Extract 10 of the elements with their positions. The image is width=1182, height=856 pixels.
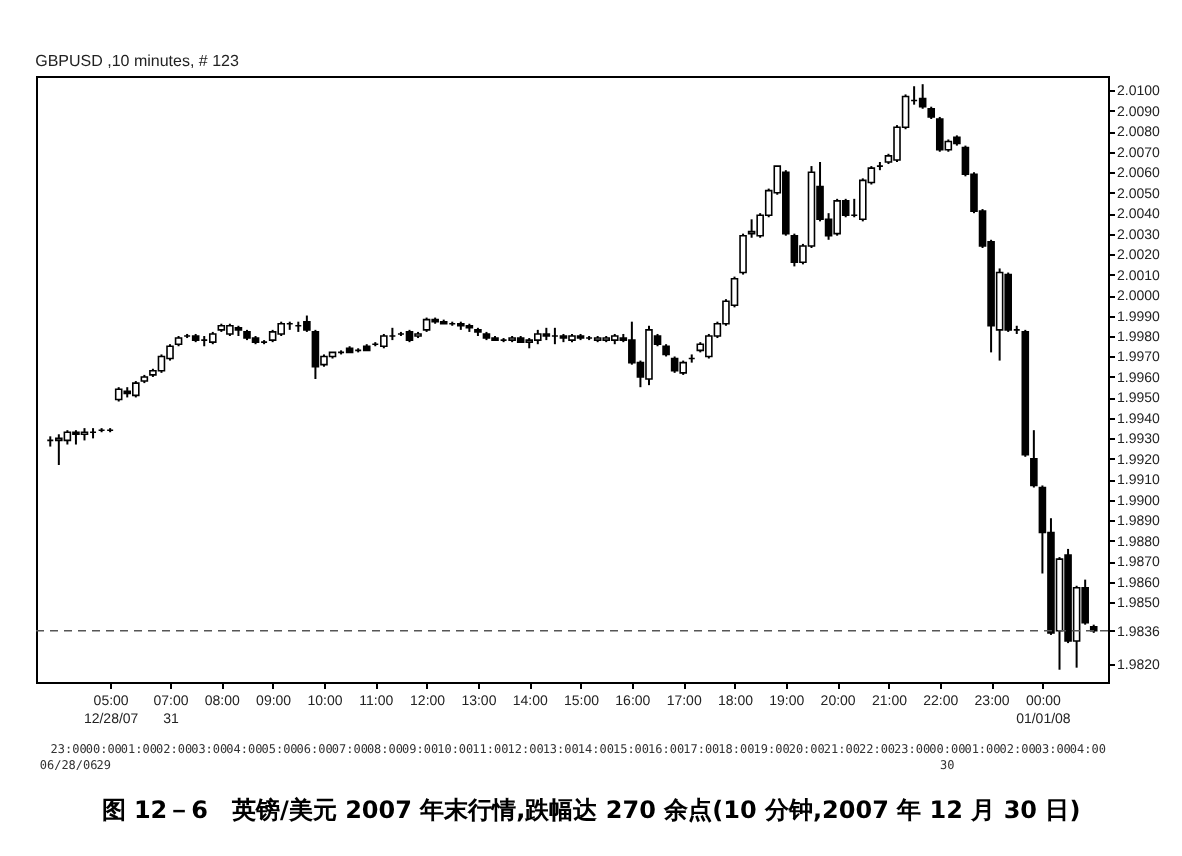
candlestick bbox=[833, 197, 841, 237]
candlestick bbox=[935, 115, 944, 153]
chart-title: GBPUSD ,10 minutes, # 123 bbox=[35, 52, 240, 70]
candlestick bbox=[790, 232, 799, 268]
caption: 图 12－6 英镑/美元 2007 年末行情,跌幅达 270 余点(10 分钟,2007 年 12 月 30 日) bbox=[99, 794, 1083, 828]
candlestick bbox=[157, 353, 166, 374]
candlestick bbox=[55, 433, 63, 466]
candlestick bbox=[918, 83, 927, 110]
candlestick bbox=[739, 232, 747, 276]
candlestick bbox=[311, 328, 320, 380]
